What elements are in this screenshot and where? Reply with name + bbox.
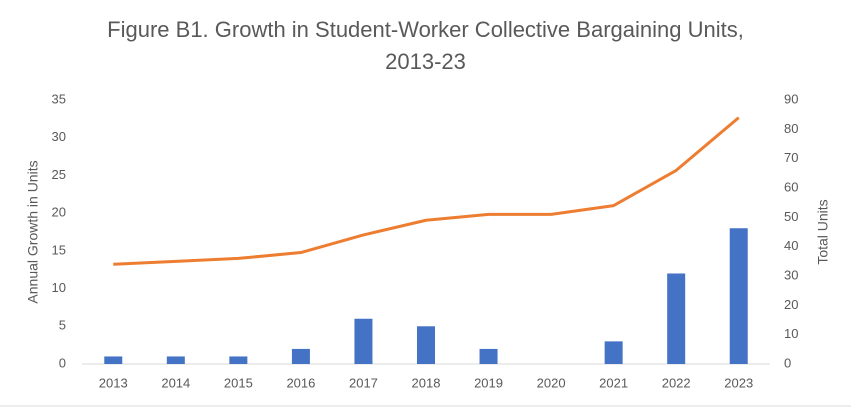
y2-tick-label: 30 bbox=[784, 267, 798, 282]
bar bbox=[104, 356, 123, 364]
x-tick-label: 2016 bbox=[286, 375, 315, 390]
x-tick-label: 2019 bbox=[474, 375, 503, 390]
y2-tick-label: 90 bbox=[784, 91, 798, 106]
y-tick-label: 15 bbox=[52, 242, 66, 257]
bar bbox=[667, 273, 686, 364]
y2-tick-label: 40 bbox=[784, 238, 798, 253]
y2-tick-label: 80 bbox=[784, 121, 798, 136]
chart-title: Figure B1. Growth in Student-Worker Coll… bbox=[107, 17, 744, 74]
y2-tick-label: 60 bbox=[784, 179, 798, 194]
x-tick-label: 2022 bbox=[662, 375, 691, 390]
x-tick-label: 2020 bbox=[537, 375, 566, 390]
y-tick-label: 10 bbox=[52, 280, 66, 295]
y-tick-label: 0 bbox=[59, 355, 66, 370]
x-tick-label: 2017 bbox=[349, 375, 378, 390]
line bbox=[113, 116, 740, 266]
y2-tick-label: 20 bbox=[784, 297, 798, 312]
x-tick-label: 2014 bbox=[161, 375, 190, 390]
x-tick-label: 2018 bbox=[412, 375, 441, 390]
bar bbox=[417, 326, 435, 364]
bar bbox=[479, 348, 498, 364]
y-tick-label: 30 bbox=[52, 129, 66, 144]
y2-axis-title: Total Units bbox=[815, 199, 831, 264]
bar bbox=[291, 348, 310, 364]
x-tick-label: 2013 bbox=[99, 375, 128, 390]
bar bbox=[729, 228, 748, 364]
bar bbox=[604, 341, 623, 364]
bar bbox=[166, 356, 185, 364]
x-tick-label: 2023 bbox=[724, 375, 753, 390]
y-tick-label: 5 bbox=[59, 318, 66, 333]
y-tick-label: 35 bbox=[52, 91, 66, 106]
y2-tick-label: 10 bbox=[784, 326, 798, 341]
x-tick-label: 2021 bbox=[599, 375, 628, 390]
bar bbox=[229, 356, 248, 364]
y2-tick-label: 50 bbox=[784, 209, 798, 224]
bar bbox=[354, 318, 373, 364]
y-tick-label: 20 bbox=[52, 205, 66, 220]
x-tick-label: 2015 bbox=[224, 375, 253, 390]
y-axis-title: Annual Growth in Units bbox=[25, 160, 41, 303]
y2-tick-label: 70 bbox=[784, 150, 798, 165]
y2-tick-label: 0 bbox=[784, 355, 791, 370]
y-tick-label: 25 bbox=[52, 167, 66, 182]
